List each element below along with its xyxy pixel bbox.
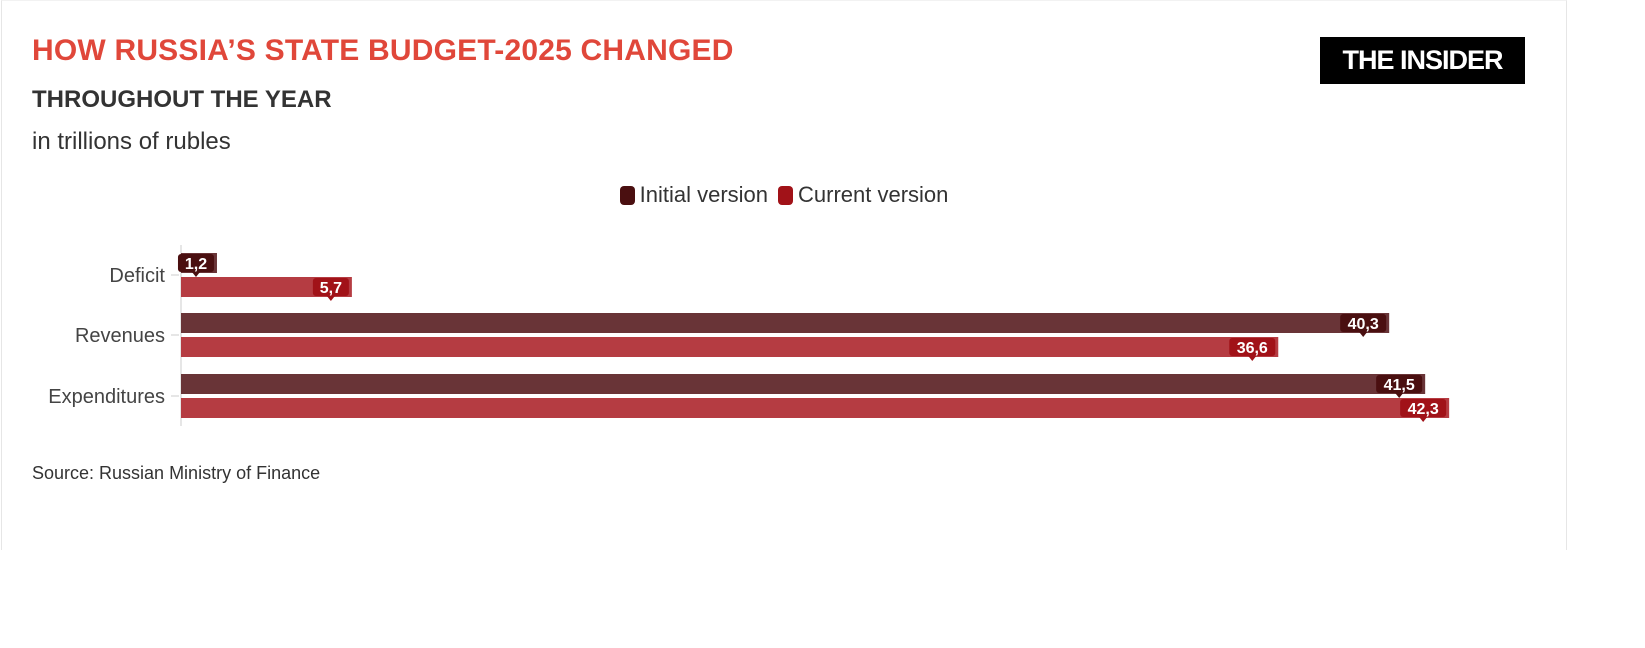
bar-initial bbox=[181, 374, 1426, 394]
legend: Initial version Current version bbox=[0, 182, 1568, 208]
data-label: 41,5 bbox=[1384, 377, 1415, 394]
chart-frame bbox=[1, 0, 1567, 550]
data-label: 40,3 bbox=[1348, 316, 1379, 333]
category-label: Deficit bbox=[109, 265, 165, 287]
chart-subtitle: THROUGHOUT THE YEAR bbox=[32, 86, 332, 113]
data-label: 42,3 bbox=[1408, 401, 1439, 418]
data-label-bg bbox=[177, 254, 214, 272]
data-label-bg bbox=[1229, 338, 1276, 356]
data-label-pointer bbox=[1395, 393, 1404, 398]
data-label-pointer bbox=[1248, 356, 1257, 361]
source-note: Source: Russian Ministry of Finance bbox=[32, 463, 321, 483]
category-label: Revenues bbox=[75, 325, 165, 347]
data-label-pointer bbox=[1419, 417, 1428, 422]
bar-current bbox=[181, 277, 352, 297]
bar-current bbox=[181, 398, 1450, 418]
data-label-pointer bbox=[326, 296, 335, 301]
chart-unit: in trillions of rubles bbox=[32, 128, 231, 155]
data-label-bg bbox=[1376, 375, 1423, 393]
chart-title: HOW RUSSIA’S STATE BUDGET-2025 CHANGED bbox=[32, 34, 734, 67]
legend-swatch-icon bbox=[778, 185, 793, 205]
data-label: 1,2 bbox=[185, 256, 207, 273]
data-label: 36,6 bbox=[1237, 340, 1268, 357]
bar-initial bbox=[181, 313, 1390, 333]
data-label-bg bbox=[1340, 314, 1387, 332]
data-label-pointer bbox=[1359, 332, 1368, 337]
the-insider-logo: THE INSIDER bbox=[1320, 37, 1525, 84]
data-label: 5,7 bbox=[320, 280, 342, 297]
category-label: Expenditures bbox=[48, 386, 165, 408]
legend-item-current[interactable]: Current version bbox=[778, 182, 948, 208]
bar-current bbox=[181, 337, 1279, 357]
data-label-bg bbox=[312, 278, 349, 296]
legend-item-initial[interactable]: Initial version bbox=[619, 182, 768, 208]
data-label-bg bbox=[1400, 399, 1447, 417]
legend-swatch-icon bbox=[619, 185, 635, 205]
data-label-pointer bbox=[191, 272, 200, 277]
